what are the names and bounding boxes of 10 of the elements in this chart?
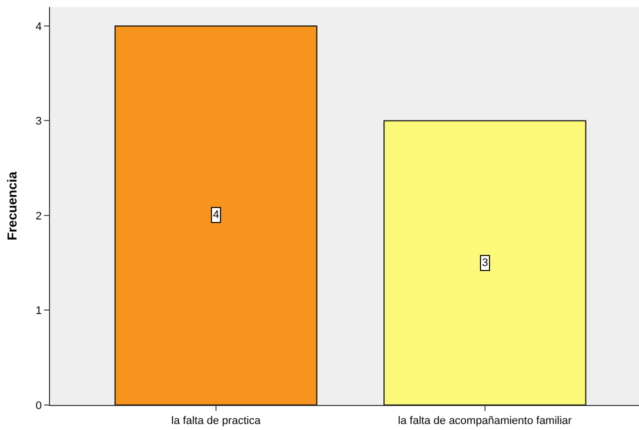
y-axis-title: Frecuencia [4,170,20,240]
y-tick-label: 4 [36,20,42,33]
data-label: 4 [213,209,220,221]
y-tick-label: 3 [36,116,42,128]
x-tick-label: la falta de acompañamiento familiar [398,415,572,428]
x-tick-label: la falta de practica [171,415,262,428]
data-label: 3 [482,257,488,269]
y-tick-label: 2 [36,210,42,222]
y-tick-label: 0 [36,400,42,412]
y-tick-label: 1 [36,305,42,318]
